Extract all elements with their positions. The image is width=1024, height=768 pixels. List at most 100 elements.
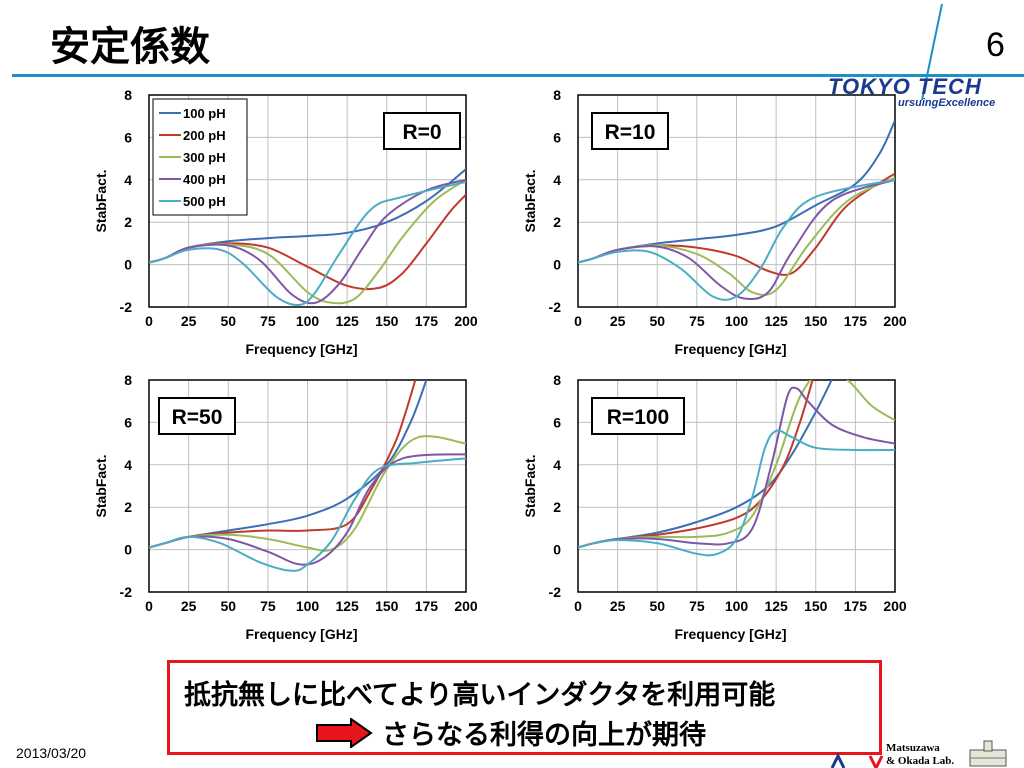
- building-icon: [969, 740, 1007, 767]
- legend-entry: 200 pH: [183, 128, 226, 143]
- legend-entry: 100 pH: [183, 106, 226, 121]
- y-tick-label: 4: [124, 457, 132, 473]
- y-tick-label: 2: [124, 499, 132, 515]
- r-value-box: [591, 112, 669, 150]
- series-line-400-pH: [149, 178, 466, 305]
- legend-entry: 300 pH: [183, 150, 226, 165]
- x-tick-label: 150: [375, 598, 399, 614]
- y-tick-label: 0: [124, 257, 132, 273]
- x-tick-label: 150: [804, 598, 828, 614]
- r-value-label: R=100: [607, 406, 669, 429]
- x-tick-label: 0: [145, 313, 153, 329]
- x-tick-label: 150: [804, 313, 828, 329]
- x-tick-label: 50: [220, 598, 236, 614]
- page-number: 6: [986, 26, 1005, 64]
- y-tick-label: -2: [549, 299, 562, 315]
- y-axis-label: StabFact.: [93, 454, 109, 517]
- x-axis-label: Frequency [GHz]: [245, 626, 357, 642]
- series-line-500-pH: [578, 178, 895, 301]
- x-tick-label: 25: [181, 598, 197, 614]
- legend-entry: 400 pH: [183, 172, 226, 187]
- x-tick-label: 0: [574, 598, 582, 614]
- stability-chart-1: 0 25 50 75 100 125 150 175 200 -2 0 2 4 6 8 Frequency […: [93, 87, 478, 357]
- x-tick-label: 25: [610, 313, 626, 329]
- x-tick-label: 150: [375, 313, 399, 329]
- series-line-500-pH: [149, 180, 466, 307]
- x-tick-label: 175: [415, 598, 439, 614]
- logo-tagline: ursuingExcellence: [898, 97, 996, 109]
- x-tick-label: 125: [335, 313, 359, 329]
- y-axis-label: StabFact.: [522, 454, 538, 517]
- r-value-box: [383, 112, 461, 150]
- x-axis-label: Frequency [GHz]: [674, 626, 786, 642]
- y-axis-label: StabFact.: [93, 169, 109, 232]
- y-tick-label: 6: [124, 414, 132, 430]
- plot-frame: [577, 94, 896, 308]
- x-tick-label: 75: [689, 598, 705, 614]
- x-tick-label: 175: [844, 313, 868, 329]
- x-tick-label: 100: [725, 598, 749, 614]
- lab-name: Matsuzawa & Okada Lab.: [886, 742, 954, 768]
- x-axis-label: Frequency [GHz]: [245, 341, 357, 357]
- plot-frame: [148, 94, 467, 308]
- y-tick-label: -2: [120, 299, 133, 315]
- y-tick-label: 6: [553, 129, 561, 145]
- right-arrow-icon: [316, 718, 373, 748]
- x-tick-label: 25: [610, 598, 626, 614]
- series-line-400-pH: [578, 386, 895, 549]
- callout-line-1: 抵抗無しに比べてより高いインダクタを利用可能: [184, 680, 776, 711]
- x-tick-label: 0: [574, 313, 582, 329]
- callout-line-2: さらなる利得の向上が期待: [382, 720, 706, 751]
- logo-slash: [921, 3, 943, 101]
- x-tick-label: 25: [181, 313, 197, 329]
- y-tick-label: 4: [124, 172, 132, 188]
- y-tick-label: 2: [553, 499, 561, 515]
- series-line-500-pH: [149, 457, 466, 572]
- y-tick-label: -2: [549, 584, 562, 600]
- series-line-400-pH: [578, 178, 895, 301]
- x-tick-label: 125: [335, 598, 359, 614]
- y-tick-label: 0: [553, 542, 561, 558]
- y-tick-label: -2: [120, 584, 133, 600]
- slide-date: 2013/03/20: [16, 745, 87, 761]
- x-tick-label: 100: [296, 598, 320, 614]
- x-tick-label: 75: [260, 598, 276, 614]
- y-tick-label: 4: [553, 172, 561, 188]
- y-tick-label: 8: [124, 372, 132, 388]
- r-value-label: R=0: [402, 121, 441, 144]
- x-tick-label: 50: [220, 313, 236, 329]
- x-tick-label: 175: [415, 313, 439, 329]
- y-tick-label: 8: [553, 372, 561, 388]
- r-value-label: R=50: [172, 406, 223, 429]
- legend-entry: 500 pH: [183, 194, 226, 209]
- x-tick-label: 200: [454, 598, 478, 614]
- plot-frame: [148, 379, 467, 593]
- y-tick-label: 2: [124, 214, 132, 230]
- x-tick-label: 50: [649, 598, 665, 614]
- slide-title: 安定係数: [50, 24, 210, 70]
- x-tick-label: 125: [764, 313, 788, 329]
- x-tick-label: 100: [296, 313, 320, 329]
- x-tick-label: 125: [764, 598, 788, 614]
- plot-frame: [577, 379, 896, 593]
- r-value-box: [591, 397, 685, 435]
- stability-chart-3: 0 25 50 75 100 125 150 175 200 -2 0 2 4 6 8 Frequency […: [93, 372, 478, 642]
- r-value-box: [158, 397, 236, 435]
- x-tick-label: 50: [649, 313, 665, 329]
- x-tick-label: 100: [725, 313, 749, 329]
- y-tick-label: 0: [553, 257, 561, 273]
- series-line-500-pH: [578, 429, 895, 557]
- title-rule: [12, 74, 1024, 77]
- y-tick-label: 0: [124, 542, 132, 558]
- y-tick-label: 8: [553, 87, 561, 103]
- stability-chart-2: 0 25 50 75 100 125 150 175 200 -2 0 2 4 6 8 Frequency […: [522, 87, 907, 357]
- y-tick-label: 6: [124, 129, 132, 145]
- lab-decoration-icon: [830, 752, 884, 768]
- conclusion-callout: 抵抗無しに比べてより高いインダクタを利用可能 さらなる利得の向上が期待: [167, 660, 882, 755]
- x-tick-label: 0: [145, 598, 153, 614]
- y-tick-label: 2: [553, 214, 561, 230]
- x-tick-label: 75: [689, 313, 705, 329]
- y-tick-label: 4: [553, 457, 561, 473]
- x-tick-label: 200: [883, 313, 907, 329]
